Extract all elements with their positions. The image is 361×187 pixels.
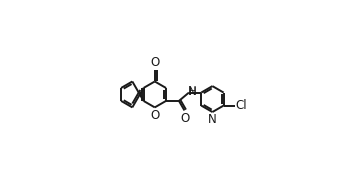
Text: O: O (150, 108, 160, 122)
Text: Cl: Cl (235, 99, 247, 112)
Text: N: N (208, 113, 217, 126)
Text: N: N (187, 85, 196, 98)
Text: H: H (190, 87, 197, 97)
Text: O: O (180, 112, 190, 125)
Text: O: O (150, 56, 160, 69)
